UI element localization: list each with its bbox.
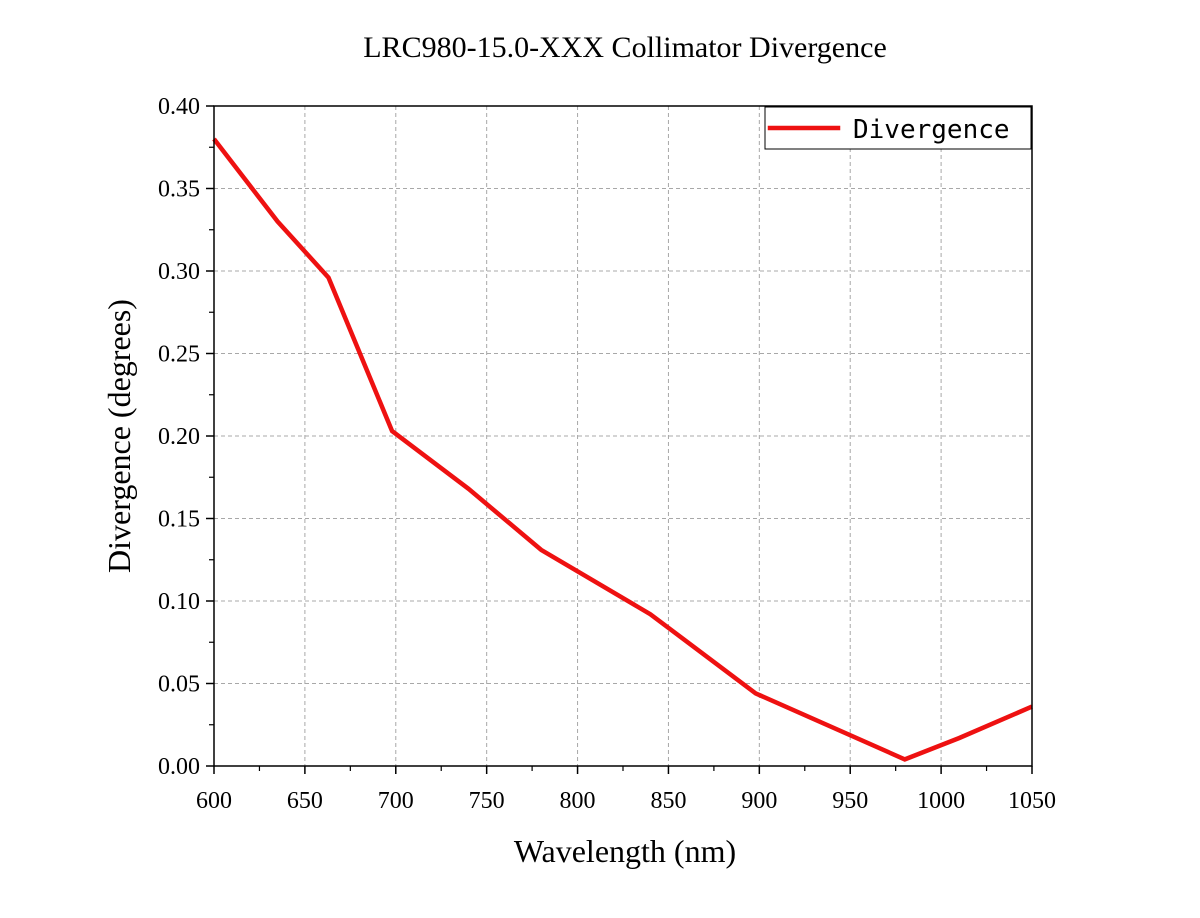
x-tick-label: 800 (560, 788, 596, 814)
y-tick-label: 0.40 (158, 94, 200, 120)
x-tick-label: 650 (287, 788, 323, 814)
chart-title: LRC980-15.0-XXX Collimator Divergence (363, 31, 887, 64)
x-tick-label: 850 (650, 788, 686, 814)
legend: Divergence (764, 106, 1032, 150)
x-tick-label: 750 (469, 788, 505, 814)
x-tick-label: 700 (378, 788, 414, 814)
y-tick-label: 0.20 (158, 424, 200, 450)
y-tick-label: 0.05 (158, 672, 200, 698)
y-tick-label: 0.25 (158, 342, 200, 368)
x-tick-label: 950 (832, 788, 868, 814)
x-axis-label: Wavelength (nm) (514, 833, 736, 869)
grid (214, 106, 1032, 766)
y-tick-label: 0.15 (158, 507, 200, 533)
legend-label: Divergence (853, 115, 1010, 145)
x-tick-label: 900 (741, 788, 777, 814)
x-tick-label: 1000 (917, 788, 965, 814)
y-tick-label: 0.00 (158, 754, 200, 780)
x-tick-label: 600 (196, 788, 232, 814)
y-tick-label: 0.30 (158, 259, 200, 285)
y-tick-label: 0.10 (158, 589, 200, 615)
y-tick-label: 0.35 (158, 177, 200, 203)
series-layer (212, 137, 1033, 762)
y-axis: 0.00 0.05 0.10 0.15 0.20 0.25 0.30 0.35 0.40 (158, 94, 214, 780)
x-axis: 600 650 700 750 800 850 900 950 1000 1050 (196, 766, 1056, 814)
y-axis-label: Divergence (degrees) (101, 299, 137, 573)
x-tick-label: 1050 (1008, 788, 1056, 814)
series-line (212, 137, 1033, 762)
